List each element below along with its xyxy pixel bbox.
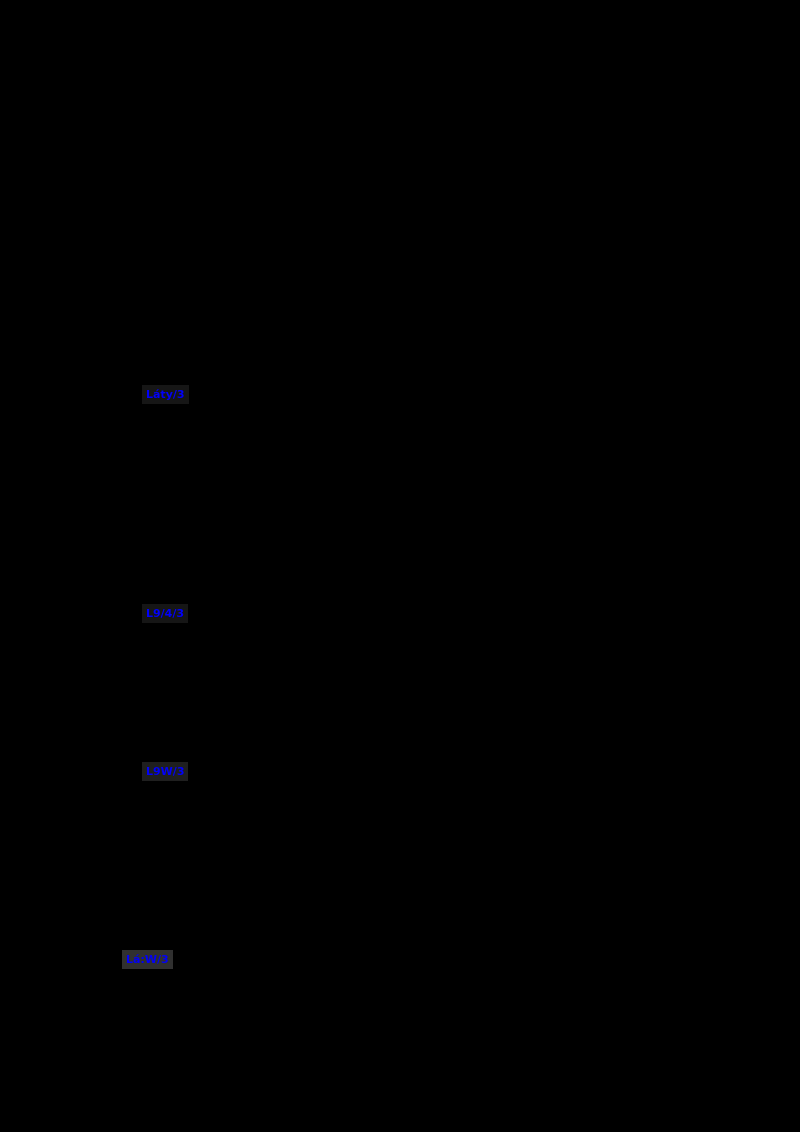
link-annotation-1[interactable]: Láty/3 (142, 385, 189, 404)
link-annotation-2[interactable]: L9/4/3 (142, 604, 189, 623)
link-annotation-4[interactable]: Lá:W/3 (122, 950, 173, 969)
link-annotation-3[interactable]: L9W/3 (142, 762, 189, 781)
